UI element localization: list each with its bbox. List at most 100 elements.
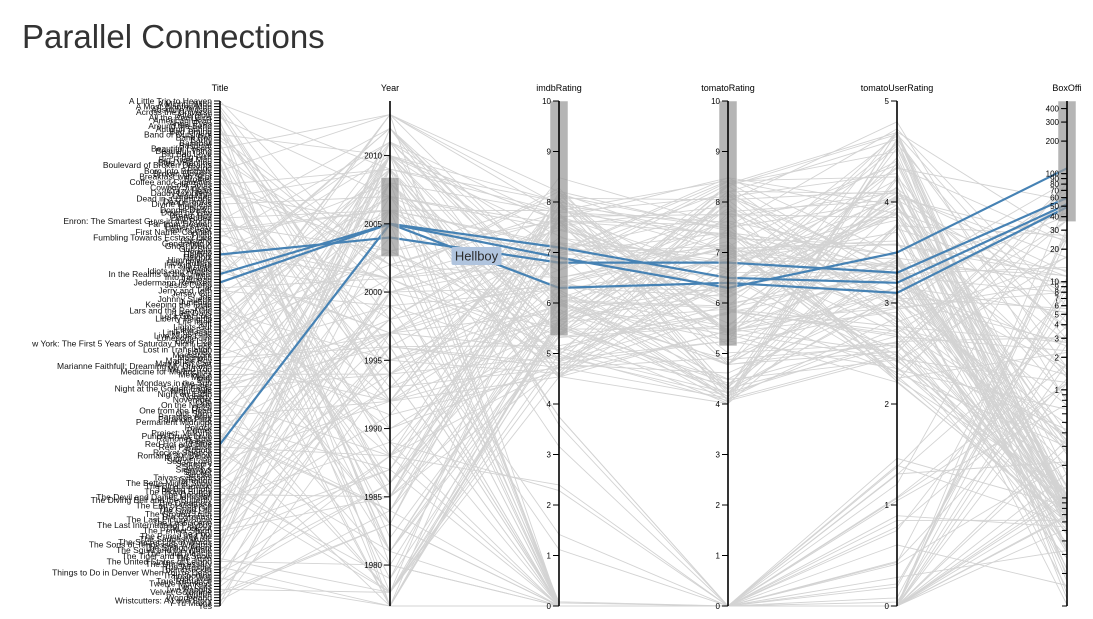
title-tick-label: Pollock xyxy=(185,422,213,432)
title-tick-label: Once xyxy=(192,403,213,413)
highlighted-lines xyxy=(219,167,1068,445)
background-lines xyxy=(219,100,1068,608)
title-tick-label: Band of Outsiders xyxy=(144,129,212,139)
tick-label: 10 xyxy=(711,97,720,106)
tick-label: 8 xyxy=(1055,288,1060,297)
title-tick-label: Fumbling Towards Ecstasy Live xyxy=(93,233,212,243)
background-line xyxy=(219,223,1068,394)
title-tick-label: Johnny Suede xyxy=(158,294,213,304)
title-tick-label: First Name: Carmen xyxy=(135,227,212,237)
title-tick-label: Enron: The Smartest Guys in the Room xyxy=(63,216,212,226)
tick-label: 2 xyxy=(885,400,890,409)
title-tick-label: Afterglow xyxy=(177,110,213,120)
title-tick-label: Dogtown xyxy=(178,202,212,212)
highlighted-line-jedermann-remixed[interactable] xyxy=(219,206,1068,295)
title-tick-label: The Prince and Me xyxy=(140,531,212,541)
title-tick-label: Around the Bend xyxy=(148,121,212,131)
title-tick-label: Dead Man xyxy=(173,191,212,201)
highlighted-line-in-the-realms-of-the-unreal[interactable] xyxy=(219,167,1068,290)
title-tick-label: A Mighty Wind xyxy=(158,99,213,109)
title-tick-label: The Pool xyxy=(178,528,212,538)
title-tick-label: The Brown Bunny xyxy=(144,487,212,497)
title-tick-label: The Lookout xyxy=(165,523,213,533)
axis-title-year[interactable]: Year xyxy=(381,83,399,93)
title-tick-label: Life Itself xyxy=(178,316,213,326)
background-line xyxy=(219,139,1068,470)
title-tick-label: The Last Scene xyxy=(152,517,212,527)
background-line xyxy=(219,187,1068,584)
tick-label: 1 xyxy=(716,552,721,561)
title-tick-label: Robots xyxy=(185,445,212,455)
title-tick-label: Gasland xyxy=(180,236,212,246)
axis-title-boxoffice[interactable]: BoxOffi xyxy=(1052,83,1081,93)
title-tick-label: November xyxy=(173,395,212,405)
highlighted-line-red-hot-and-blue[interactable] xyxy=(219,203,1068,445)
tick-label: 2 xyxy=(1055,353,1060,362)
axis-imdbrating[interactable]: imdbRating 0 1 2 3 4 5 6 7 8 9 10 xyxy=(536,83,582,611)
axis-title-imdbrating[interactable]: imdbRating xyxy=(536,83,582,93)
tick-label: 6 xyxy=(1055,302,1060,311)
title-tick-label: Slacker xyxy=(184,467,213,477)
title-tick-label: Paradise Alley xyxy=(158,411,213,421)
title-tick-label: Things to Do in Denver When You're Dead xyxy=(52,568,212,578)
title-tick-label: Live Nude Girls xyxy=(154,330,212,340)
axis-title-tomatouserrating[interactable]: tomatoUserRating xyxy=(861,83,934,93)
axis-tomatouserrating[interactable]: tomatoUserRating 0 1 2 3 4 5 xyxy=(861,83,934,611)
title-tick-label: Cold Souls xyxy=(171,180,212,190)
title-tick-label: Baseball xyxy=(179,138,212,148)
background-line xyxy=(219,127,1068,526)
title-tick-label: w York: The First 5 Years of Saturday Ni… xyxy=(31,339,212,349)
title-tick-label: The Dreamers xyxy=(158,498,212,508)
title-tick-label: Ghost World xyxy=(165,241,212,251)
axis-year[interactable]: Year 1980 1985 1990 1995 2000 2005 2010 xyxy=(364,83,400,606)
title-tick-label: The Good Girl xyxy=(159,503,212,513)
title-tick-label: Reel Paradise xyxy=(159,442,213,452)
background-line xyxy=(219,195,1068,478)
tick-label: 1 xyxy=(547,552,552,561)
title-tick-label: Night at the Golden Eagle xyxy=(115,383,213,393)
background-line xyxy=(219,182,1068,519)
axis-tomatorating[interactable]: tomatoRating 0 1 2 3 4 5 6 7 8 9 10 xyxy=(701,83,755,611)
title-tick-label: Sideways xyxy=(176,464,212,474)
title-tick-label: Beautiful Thing xyxy=(155,146,212,156)
title-tick-label: Y Tu Mamá xyxy=(169,598,213,608)
title-tick-label: Bad Timing xyxy=(169,127,212,137)
title-tick-label: The Doorbell xyxy=(163,489,212,499)
title-tick-label: Joe xyxy=(198,291,212,301)
title-tick-label: Boulevard of Broken Dreams xyxy=(103,160,212,170)
title-tick-label: Into the Wild xyxy=(165,272,213,282)
axis-title-tomatorating[interactable]: tomatoRating xyxy=(701,83,755,93)
title-tick-label: Maelstrom xyxy=(172,350,212,360)
title-tick-label: Angel Eyes xyxy=(169,118,212,128)
background-line xyxy=(219,192,1068,593)
title-tick-label: Blue Valentine xyxy=(158,157,212,167)
title-tick-label: Jersey Girl xyxy=(171,289,212,299)
title-tick-label: Wolfen xyxy=(186,590,213,600)
tick-label: 80 xyxy=(1050,180,1059,189)
title-tick-label: Twelve Monkeys xyxy=(149,579,212,589)
title-tick-label: The Big Lebowski xyxy=(145,481,212,491)
title-tick-label: Smoke xyxy=(186,470,213,480)
title-tick-label: Wristcutters: A Love Story xyxy=(115,595,213,605)
axis-title-title[interactable]: Title xyxy=(212,83,229,93)
title-tick-label: Primer xyxy=(187,425,212,435)
title-tick-label: Big Fish xyxy=(181,152,212,162)
title-tick-label: Jerry and Tom xyxy=(158,286,212,296)
title-tick-label: Fear of Fear xyxy=(165,224,212,234)
tick-label: 7 xyxy=(547,249,552,258)
title-tick-label: Me and You xyxy=(167,364,212,374)
title-tick-label: Mama's Boy xyxy=(166,355,213,365)
background-line xyxy=(219,187,1068,439)
title-tick-label: Lars and the Real Girl xyxy=(129,305,212,315)
title-tick-label: Barfly xyxy=(190,135,212,145)
title-tick-label: Pi xyxy=(204,420,212,430)
page-title: Parallel Connections xyxy=(22,18,325,55)
background-line xyxy=(219,200,1068,540)
background-line xyxy=(219,196,1068,448)
title-tick-label: Let's Get Lost xyxy=(160,311,213,321)
title-tick-label: The Ground Truth xyxy=(145,509,212,519)
background-line xyxy=(219,127,1068,283)
